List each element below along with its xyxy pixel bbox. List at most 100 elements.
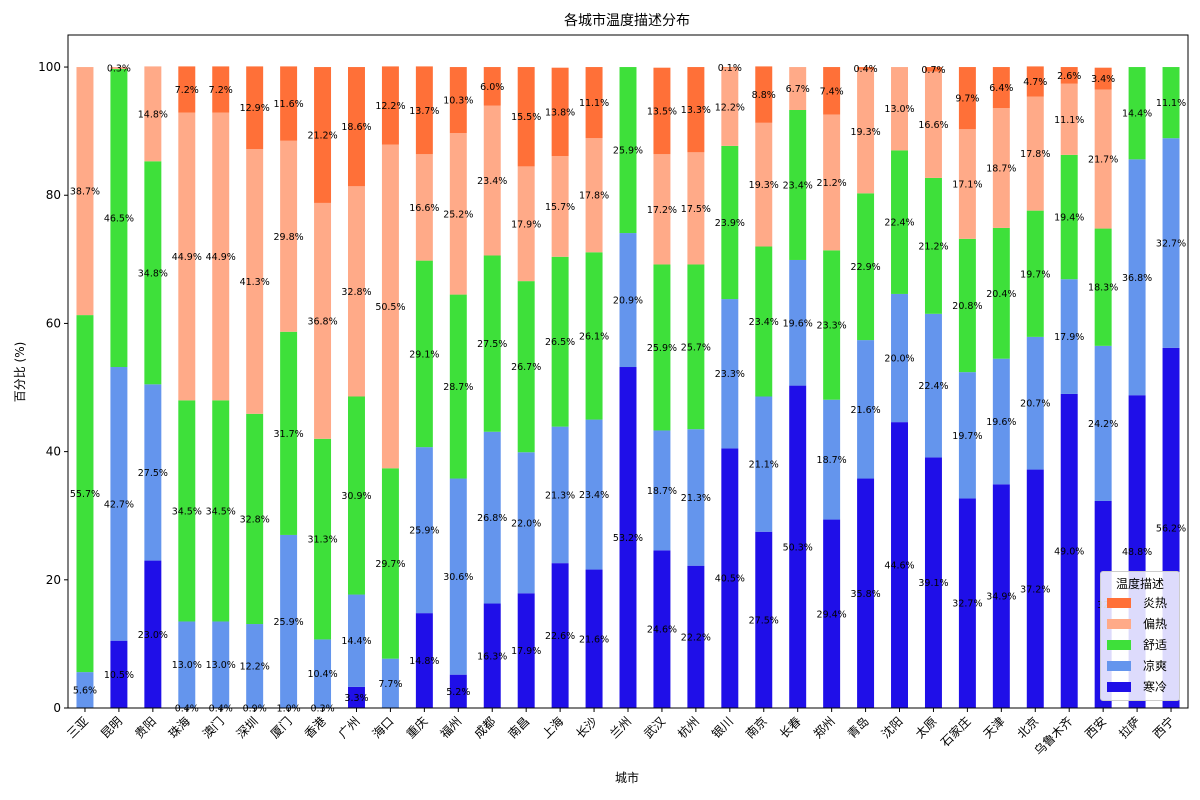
bar-value-label: 6.0%: [480, 82, 504, 93]
bar-value-label: 16.6%: [409, 203, 439, 214]
y-tick-label: 40: [46, 445, 61, 459]
bar-value-label: 23.4%: [783, 180, 813, 191]
bar-segment: [314, 67, 332, 203]
bar-segment: [585, 569, 603, 708]
bar-value-label: 16.3%: [477, 651, 507, 662]
bar-value-label: 23.9%: [715, 218, 745, 229]
bar-segment: [1094, 89, 1112, 229]
bar-value-label: 19.7%: [1020, 269, 1050, 280]
bar-segment: [483, 67, 501, 106]
bar-value-label: 18.7%: [647, 486, 677, 497]
bar-value-label: 48.8%: [1122, 547, 1152, 558]
bar-segment: [891, 422, 908, 708]
bar-segment: [619, 67, 637, 234]
bar-segment: [1026, 336, 1044, 470]
legend-label: 炎热: [1143, 596, 1168, 610]
bar-value-label: 16.6%: [918, 120, 948, 131]
bar-value-label: 41.3%: [240, 277, 270, 288]
bar-value-label: 19.7%: [952, 431, 982, 442]
bar-value-label: 24.2%: [1088, 419, 1118, 430]
bar-value-label: 4.7%: [1023, 77, 1047, 88]
bar-value-label: 29.4%: [817, 609, 847, 620]
bar-value-label: 12.2%: [375, 101, 405, 112]
bar-value-label: 56.2%: [1156, 523, 1186, 534]
bar-value-label: 32.8%: [341, 287, 371, 298]
legend-item: 炎热: [1101, 592, 1179, 613]
bar-value-label: 23.4%: [477, 176, 507, 187]
bar-value-label: 23.3%: [715, 369, 745, 380]
bar-segment: [857, 478, 875, 708]
bar-segment: [178, 112, 196, 401]
bar-segment: [1026, 96, 1044, 211]
bar-value-label: 34.5%: [206, 506, 236, 517]
bar-value-label: 21.6%: [579, 634, 609, 645]
bar-segment: [551, 426, 569, 564]
bar-segment: [687, 565, 705, 708]
series-偏热: [76, 66, 1112, 469]
bar-segment: [212, 400, 230, 622]
bar-value-label: 17.9%: [511, 646, 541, 657]
bar-value-label: 0.1%: [718, 63, 742, 74]
bar-value-label: 18.7%: [986, 163, 1016, 174]
x-tick-label: 贵阳: [132, 714, 159, 741]
x-tick-label: 香港: [302, 714, 329, 741]
bar-value-label: 50.5%: [375, 302, 405, 313]
y-tick-label: 0: [53, 701, 61, 715]
bar-value-label: 23.0%: [138, 630, 168, 641]
bar-segment: [958, 129, 976, 239]
bar-segment: [348, 396, 365, 595]
bar-segment: [415, 613, 433, 708]
x-tick-label: 广州: [336, 714, 363, 741]
bar-value-label: 18.6%: [341, 122, 371, 133]
bar-segment: [687, 429, 705, 566]
bar-value-label: 10.3%: [443, 96, 473, 107]
bar-segment: [721, 67, 739, 68]
legend-swatch: [1107, 681, 1131, 692]
legend-title: 温度描述: [1115, 577, 1164, 591]
bar-segment: [721, 145, 739, 300]
bar-segment: [653, 550, 671, 708]
bar-segment: [246, 149, 264, 414]
series-寒冷: [110, 347, 1180, 708]
bar-segment: [1026, 469, 1044, 708]
legend-swatch: [1107, 597, 1131, 608]
bar-value-label: 25.9%: [647, 343, 677, 354]
bar-value-label: 11.6%: [274, 99, 304, 110]
bar-segment: [755, 66, 773, 123]
bar-segment: [517, 166, 535, 282]
bar-segment: [314, 202, 332, 439]
bar-value-label: 7.2%: [175, 85, 199, 96]
bar-segment: [992, 67, 1010, 109]
bar-value-label: 32.7%: [1156, 238, 1186, 249]
bar-value-label: 7.2%: [209, 85, 233, 96]
bar-value-label: 25.9%: [409, 526, 439, 537]
bar-segment: [789, 385, 807, 708]
bar-segment: [1060, 279, 1078, 394]
bar-segment: [246, 66, 264, 150]
bar-segment: [619, 367, 637, 708]
bar-segment: [1128, 159, 1146, 396]
bar-segment: [755, 122, 773, 247]
bar-segment: [381, 468, 399, 659]
bar-value-label: 21.7%: [1088, 155, 1118, 166]
x-tick-label: 重庆: [404, 714, 431, 741]
x-tick-label: 澳门: [199, 714, 227, 742]
series-炎热: [178, 66, 1112, 203]
bar-value-label: 17.9%: [1054, 332, 1084, 343]
bar-segment: [348, 186, 365, 397]
bar-segment: [449, 67, 467, 134]
series-舒适: [76, 67, 1180, 673]
bar-value-label: 11.1%: [1156, 98, 1186, 109]
x-axis-label: 城市: [615, 770, 639, 785]
bar-segment: [212, 66, 230, 113]
bar-value-label: 21.3%: [681, 493, 711, 504]
legend-swatch: [1107, 639, 1131, 650]
bar-value-label: 12.2%: [240, 662, 270, 673]
bar-segment: [721, 448, 739, 708]
x-tick-label: 沈阳: [878, 714, 906, 742]
bar-value-label: 12.9%: [240, 103, 270, 114]
chart-title: 各城市温度描述分布: [564, 12, 690, 29]
bar-segment: [1094, 67, 1112, 90]
bar-value-label: 31.7%: [274, 429, 304, 440]
bar-value-label: 17.8%: [1020, 149, 1050, 160]
